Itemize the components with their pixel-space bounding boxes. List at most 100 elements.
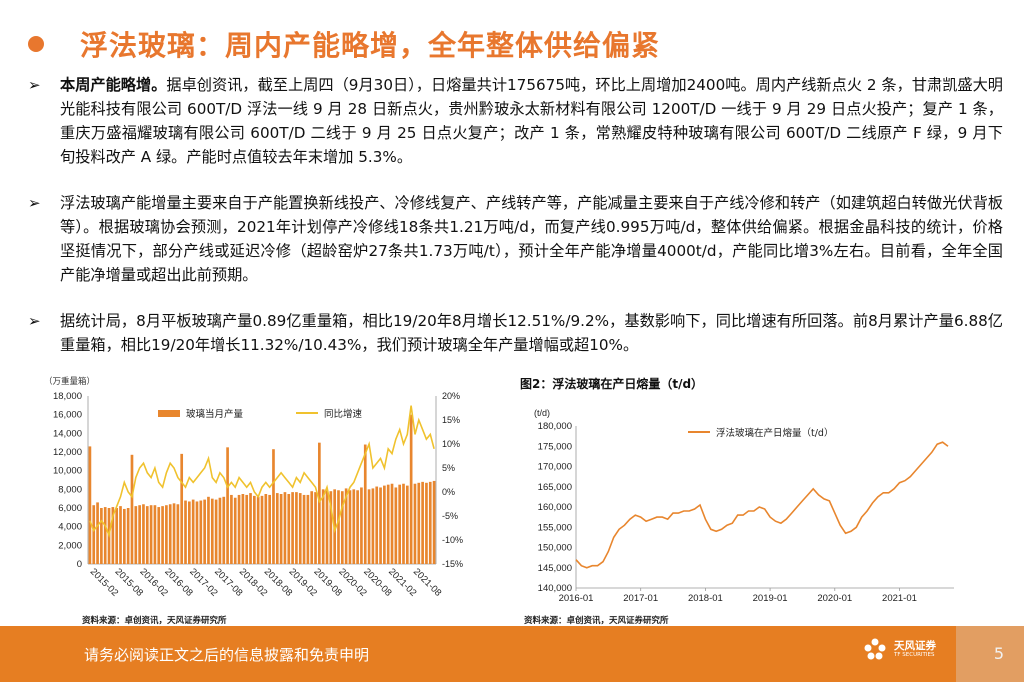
chart1-bar [130, 454, 134, 564]
chart1-bar [119, 506, 122, 564]
chart-glass-output-svg: （万重量箱） 0 2,000 4,000 6,000 8,000 10,000 12,000 1… [44, 376, 463, 599]
chart1-bar [199, 500, 203, 564]
chart1-bar [417, 482, 421, 564]
chart1-bar [145, 506, 149, 564]
chart1-bar [409, 414, 413, 564]
bullet-item: ➢ 浮法玻璃产能增量主要来自于产能置换新线投产、冷修线复产、产线转产等，产能减量… [28, 191, 1003, 287]
chart1-bar [122, 508, 126, 564]
chart1-bar [379, 487, 382, 564]
chart1-bar [340, 491, 344, 564]
chart2-caption: 图2：浮法玻璃在产日熔量（t/d） [520, 377, 704, 391]
chart1-bar [360, 487, 363, 564]
chart1-bar [237, 494, 241, 564]
bullet-body: 浮法玻璃产能增量主要来自于产能置换新线投产、冷修线复产、产线转产等，产能减量主要… [60, 194, 1003, 284]
chart-daily-melt: 图2：浮法玻璃在产日熔量（t/d） (t/d) 140,000 145,000 150… [520, 375, 965, 615]
chart1-bar [126, 508, 130, 564]
chart2-y-tick-label: 175,000 [538, 441, 572, 452]
bullet-item: ➢ 本周产能略增。据卓创资讯，截至上周四（9月30日），日熔量共计175675吨… [28, 73, 1003, 169]
bullet-item: ➢ 据统计局，8月平板玻璃产量0.89亿重量箱，相比19/20年8月增长12.5… [28, 309, 1003, 357]
bullet-body: 据统计局，8月平板玻璃产量0.89亿重量箱，相比19/20年8月增长12.51%… [60, 312, 1003, 354]
chart1-bar [329, 491, 333, 564]
chart1-bar [153, 505, 157, 564]
bullet-arrow-icon: ➢ [28, 194, 41, 212]
bullet-list: ➢ 本周产能略增。据卓创资讯，截至上周四（9月30日），日熔量共计175675吨… [28, 73, 1003, 379]
chart1-bar [302, 494, 306, 564]
footer-shade [956, 626, 1024, 682]
chart1-y-tick-label: 8,000 [58, 484, 82, 495]
chart1-bar [386, 484, 390, 564]
chart2-series-line [575, 441, 949, 569]
chart1-bar [233, 497, 237, 564]
bullet-paragraph: 浮法玻璃产能增量主要来自于产能置换新线投产、冷修线复产、产线转产等，产能减量主要… [60, 191, 1003, 287]
chart1-bar [287, 494, 291, 564]
chart1-bar [375, 486, 379, 564]
chart1-bar [367, 489, 371, 564]
chart1-y-tick-label: 0 [77, 559, 82, 570]
bullet-lead: 本周产能略增。 [60, 76, 167, 94]
chart2-x-tick-label: 2019-01 [753, 593, 788, 604]
chart1-y-tick-label: 2,000 [58, 540, 82, 551]
chart1-bar [268, 494, 271, 564]
chart1-bar [275, 493, 279, 564]
chart1-bar [413, 483, 417, 564]
chart1-x-tick-label: 2021-08 [411, 566, 443, 598]
chart1-bar [111, 507, 115, 564]
chart1-bar [195, 501, 199, 564]
chart1-source: 资料来源：卓创资讯，天风证券研究所 [82, 616, 227, 626]
chart1-bar [371, 488, 375, 564]
chart1-bar [421, 481, 424, 564]
bullet-paragraph: 据统计局，8月平板玻璃产量0.89亿重量箱，相比19/20年8月增长12.51%… [60, 309, 1003, 357]
chart1-bar [207, 496, 210, 564]
chart1-bar [321, 489, 325, 564]
chart1-bar [390, 483, 394, 564]
chart1-bar [88, 446, 92, 564]
chart1-bar [344, 488, 348, 564]
chart1-bar [241, 494, 245, 564]
chart1-bar [337, 490, 340, 564]
chart1-bar [298, 493, 302, 564]
chart1-bar [405, 485, 409, 564]
chart1-bar [314, 492, 317, 564]
chart1-bar [115, 508, 119, 564]
company-logo: 天风证券 TF SECURITIES [862, 636, 936, 662]
chart1-bar [279, 494, 283, 564]
chart1-bar [226, 447, 229, 564]
bullet-paragraph: 本周产能略增。据卓创资讯，截至上周四（9月30日），日熔量共计175675吨，环… [60, 73, 1003, 169]
chart1-bar [142, 504, 145, 564]
chart1-bar [96, 502, 99, 564]
chart1-bar [172, 503, 176, 564]
chart2-y-tick-label: 165,000 [538, 482, 572, 493]
disclaimer-link[interactable]: 请务必阅读正文之后的信息披露和免责申明 [84, 646, 370, 664]
chart1-bar [291, 492, 294, 564]
chart1-bar [230, 494, 233, 564]
chart1-bar [264, 494, 268, 564]
chart1-y2-tick-label: 0% [442, 487, 455, 497]
chart1-y-tick-label: 6,000 [58, 503, 82, 514]
chart2-unit-label: (t/d) [534, 408, 550, 418]
chart1-bar [245, 494, 249, 564]
bullet-body: 据卓创资讯，截至上周四（9月30日），日熔量共计175675吨，环比上周增加24… [60, 76, 1003, 166]
chart1-unit-label: （万重量箱） [44, 376, 95, 387]
chart1-legend-label: 同比增速 [324, 408, 363, 420]
chart1-y2-tick-label: 5% [442, 463, 455, 473]
chart1-bar [180, 453, 184, 564]
chart2-y-tick-label: 145,000 [538, 563, 572, 574]
page-number: 5 [993, 644, 1004, 663]
page-title-text: 浮法玻璃：周内产能略增，全年整体供给偏紧 [80, 29, 661, 62]
chart1-y-tick-label: 16,000 [53, 410, 82, 421]
chart1-y-tick-label: 12,000 [53, 447, 82, 458]
chart1-bar [188, 501, 191, 564]
chart1-bar [222, 496, 226, 564]
chart1-y-tick-label: 18,000 [53, 391, 82, 402]
chart1-bar [394, 487, 398, 564]
chart1-bar [253, 495, 256, 564]
chart1-bar [425, 482, 428, 564]
chart1-y-tick-label: 10,000 [53, 466, 82, 477]
chart1-bar [428, 481, 432, 564]
chart1-bar [272, 449, 275, 564]
chart1-bar [363, 444, 367, 564]
chart1-bar [165, 505, 168, 564]
chart1-y-tick-label: 4,000 [58, 522, 82, 533]
chart1-bar [348, 490, 352, 564]
chart1-legend-swatch-bar [158, 410, 180, 417]
